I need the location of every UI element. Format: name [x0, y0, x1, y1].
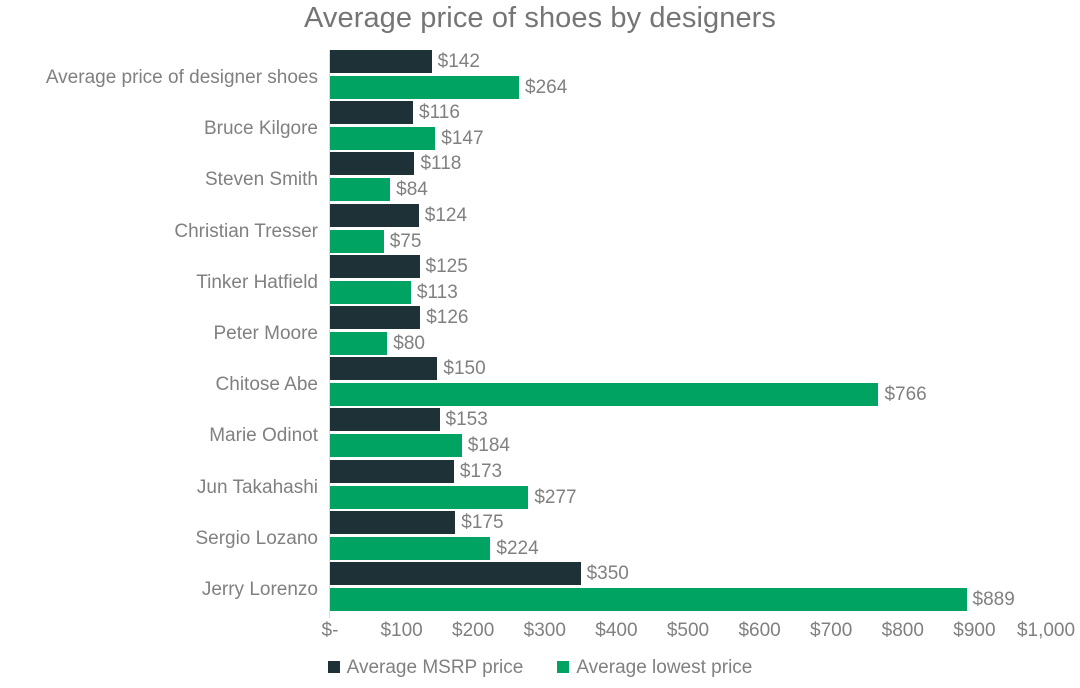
bar-lowest[interactable]	[330, 229, 384, 253]
bar-value-label: $142	[437, 51, 480, 72]
bar-value-label: $147	[441, 128, 484, 150]
x-tick-label: $300	[523, 620, 566, 641]
bar-group: $350 $889	[330, 562, 1046, 611]
x-tick-label: $-	[321, 620, 339, 641]
bar-lowest[interactable]	[330, 588, 967, 611]
bar-value-label: $125	[425, 255, 468, 277]
x-tick-label: $800	[881, 620, 924, 641]
bar-group: $142 $264	[330, 50, 1046, 99]
x-axis-tick-labels: $- $100 $200 $300 $400 $500 $600 $700 $800 $900 $1…	[322, 618, 1076, 644]
category-label: Peter Moore	[213, 323, 318, 344]
x-tick-label: $1,000	[1016, 620, 1076, 641]
x-tick-label: $100	[380, 620, 423, 641]
bar-value-label: $264	[525, 77, 568, 98]
x-tick-label: $700	[810, 620, 853, 641]
category-label: Bruce Kilgore	[203, 118, 318, 140]
plot-area: $142 $264 $116 $147 $118 $84 $124 $75 $125 $113 $1…	[330, 50, 1046, 618]
bar-group: $175 $224	[330, 510, 1046, 560]
legend-item[interactable]: Average lowest price	[557, 658, 752, 677]
legend-item[interactable]: Average MSRP price	[327, 656, 524, 678]
legend-label: Average MSRP price	[346, 656, 524, 678]
bar-lowest[interactable]	[330, 434, 462, 458]
bar-group: $173 $277	[330, 459, 1046, 509]
bar-msrp[interactable]	[330, 152, 415, 176]
category-label: Sergio Lozano	[195, 527, 318, 549]
x-tick-label: $500	[666, 620, 710, 641]
bar-msrp[interactable]	[330, 203, 419, 227]
bar-msrp[interactable]	[330, 254, 420, 278]
bar-msrp[interactable]	[330, 459, 454, 483]
category-label: Jerry Lorenzo	[201, 579, 318, 600]
bar-msrp[interactable]	[330, 510, 456, 534]
x-tick-label: $400	[595, 620, 638, 641]
bar-value-label: $350	[586, 563, 629, 584]
chart-legend: Average MSRP price Average lowest price	[0, 652, 1080, 682]
bar-lowest[interactable]	[330, 383, 879, 407]
bar-value-label: $116	[419, 102, 460, 124]
bar-msrp[interactable]	[330, 357, 438, 381]
x-tick-label: $600	[738, 620, 781, 641]
bar-msrp[interactable]	[330, 101, 414, 125]
legend-swatch-icon	[557, 661, 570, 673]
bar-lowest[interactable]	[330, 485, 529, 509]
x-tick-label: $200	[452, 620, 495, 641]
category-label: Average price of designer shoes	[45, 67, 318, 88]
bar-msrp[interactable]	[330, 408, 440, 432]
bar-lowest[interactable]	[330, 536, 491, 560]
bar-group: $125 $113	[330, 254, 1046, 304]
bar-group: $126 $80	[330, 306, 1046, 355]
bar-value-label: $113	[416, 281, 458, 303]
bar-msrp[interactable]	[330, 306, 421, 329]
bar-value-label: $150	[443, 358, 486, 380]
bar-lowest[interactable]	[330, 127, 436, 151]
bar-msrp[interactable]	[330, 562, 581, 585]
bar-value-label: $75	[389, 230, 422, 252]
value-axis-line	[329, 50, 330, 618]
chart-title: Average price of shoes by designers	[303, 2, 777, 34]
bar-value-label: $277	[534, 486, 577, 508]
category-label: Marie Odinot	[209, 425, 318, 447]
bar-value-label: $84	[396, 179, 428, 201]
bar-group: $116 $147	[330, 101, 1046, 151]
bar-value-label: $118	[420, 153, 462, 175]
bar-group: $153 $184	[330, 408, 1046, 458]
category-label: Tinker Hatfield	[196, 271, 318, 293]
bar-lowest[interactable]	[330, 178, 391, 202]
category-label: Christian Tresser	[174, 220, 318, 242]
bar-value-label: $889	[972, 589, 1015, 610]
category-label: Steven Smith	[205, 169, 318, 191]
bar-value-label: $124	[424, 204, 468, 226]
category-label: Chitose Abe	[215, 374, 318, 396]
bar-value-label: $80	[393, 333, 425, 354]
bar-group: $150 $766	[330, 357, 1046, 407]
bar-msrp[interactable]	[330, 50, 432, 73]
bar-lowest[interactable]	[330, 76, 520, 99]
bar-value-label: $184	[467, 435, 511, 457]
legend-swatch-icon	[327, 661, 340, 673]
bar-group: $124 $75	[330, 203, 1046, 253]
bar-value-label: $153	[445, 409, 488, 431]
bar-value-label: $126	[426, 307, 469, 328]
legend-label: Average lowest price	[576, 656, 753, 678]
bar-value-label: $224	[496, 537, 539, 559]
category-label: Jun Takahashi	[196, 476, 318, 498]
x-tick-label: $900	[953, 620, 996, 641]
bar-group: $118 $84	[330, 152, 1046, 202]
bar-lowest[interactable]	[330, 332, 388, 355]
bar-lowest[interactable]	[330, 280, 411, 304]
bar-value-label: $175	[461, 511, 504, 533]
category-axis-labels: Average price of designer shoes Bruce Kil…	[0, 50, 318, 618]
bar-value-label: $766	[884, 384, 927, 406]
bar-value-label: $173	[459, 460, 503, 482]
